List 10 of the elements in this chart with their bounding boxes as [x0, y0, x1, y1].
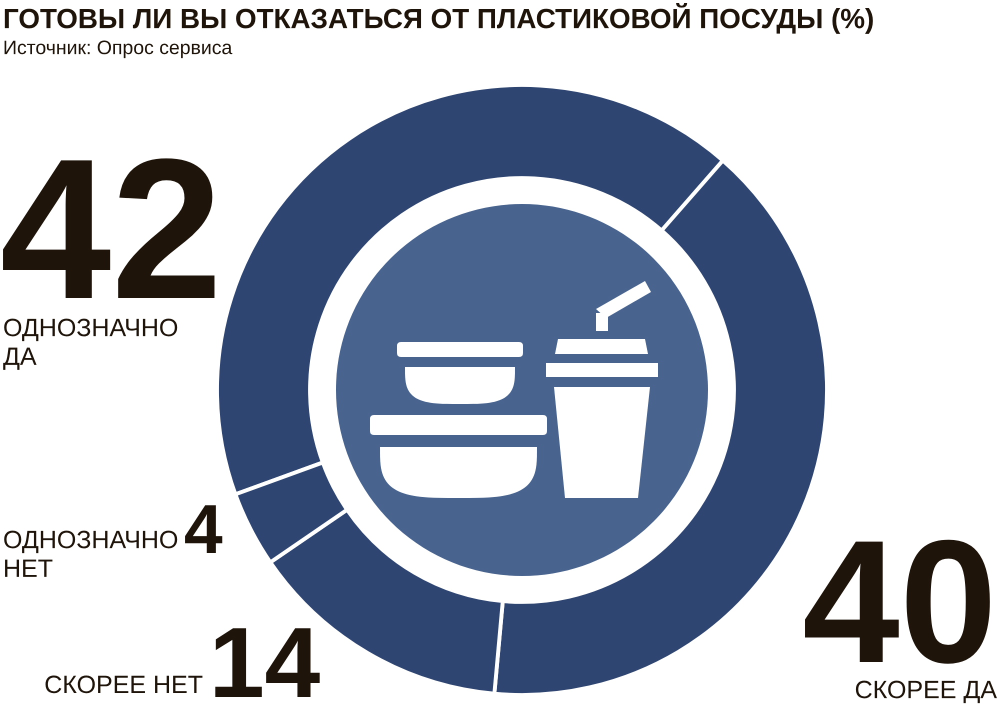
text: Источник: Опрос сервиса: [4, 40, 232, 58]
data-label: 40: [805, 540, 990, 664]
slice-label: СКОРЕЕ ДА: [856, 680, 997, 704]
data-label: 4: [185, 505, 222, 553]
chart-title: ГОТОВЫ ЛИ ВЫ ОТКАЗАТЬСЯ ОТ ПЛАСТИКОВОЙ ПОСУДЫ (%): [4, 3, 873, 34]
slice-label: ОДНОЗНАЧНО НЕТ: [4, 530, 178, 577]
slice-label: СКОРЕЕ НЕТ: [46, 676, 202, 694]
slice-label: ОДНОЗНАЧНО ДА: [3, 318, 178, 370]
data-label: 42: [3, 158, 214, 298]
data-label: 14: [215, 628, 320, 697]
